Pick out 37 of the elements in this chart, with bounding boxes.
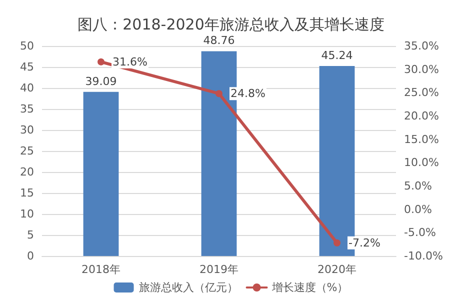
y-tick-label: 0 [27,250,34,262]
x-tick-label: 2018年 [82,263,120,276]
y-tick-label: 10 [20,208,34,220]
y2-tick-label: -5.0% [404,226,436,240]
legend-label: 旅游总收入（亿元） [138,281,238,294]
y2-tick-label: 25.0% [404,86,439,100]
bar [83,92,119,256]
y-tick-label: 20 [20,166,34,178]
data-label: 48.76 [203,34,235,48]
y2-tick-label: 15.0% [404,132,439,146]
data-label: 24.8% [230,87,266,100]
y-tick-label: 40 [20,82,34,94]
data-label: 45.24 [321,48,353,62]
y2-tick-label: 35.0% [404,40,439,52]
y-tick-label: 30 [20,124,34,136]
y-tick-label: 35 [20,102,34,116]
y-tick-label: 25 [20,144,34,158]
data-label: 39.09 [85,74,117,88]
x-tick-label: 2020年 [318,263,356,276]
point [334,239,340,246]
y2-tick-label: 30.0% [404,62,439,76]
y-tick-label: 5 [27,228,34,242]
y-tick-label: 45 [20,60,34,74]
y-tick-label: 15 [20,186,34,200]
y-tick-label: 50 [20,40,34,52]
data-label: 31.6% [112,55,148,68]
point [98,58,104,66]
chart-title: 图八：2018-2020年旅游总收入及其增长速度 [78,16,384,34]
y2-tick-label: 10.0% [404,156,439,170]
data-label: -7.2% [348,236,380,250]
y2-tick-label: -10.0% [404,250,443,262]
point [216,90,222,98]
y2-tick-label: 20.0% [404,110,439,122]
y2-tick-label: 0.0% [404,202,432,216]
y2-tick-label: 5.0% [404,180,432,192]
legend-label: 增长速度（%） [270,281,348,294]
x-tick-label: 2019年 [200,263,238,276]
